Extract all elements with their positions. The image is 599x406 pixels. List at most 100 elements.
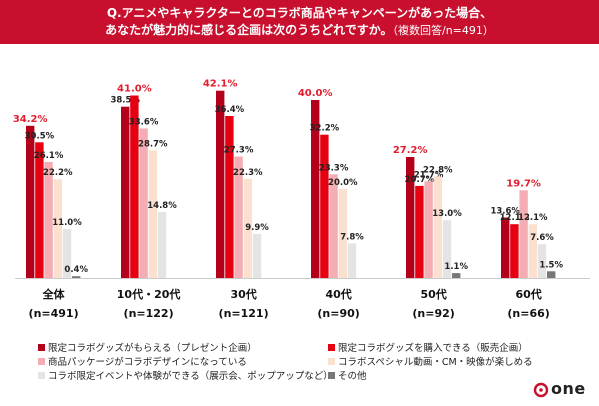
data-label: 30.5% xyxy=(25,131,55,141)
bar xyxy=(329,174,338,278)
data-label: 12.1% xyxy=(500,213,530,223)
bar xyxy=(216,90,225,278)
data-label: 42.1% xyxy=(203,79,238,90)
legend-swatch xyxy=(328,344,335,351)
data-label: 14.8% xyxy=(147,201,177,211)
bar xyxy=(424,181,433,278)
bar xyxy=(53,179,62,278)
data-label: 38.5% xyxy=(110,96,140,106)
data-label: 1.5% xyxy=(539,260,563,270)
data-label: 28.7% xyxy=(138,139,168,149)
bar xyxy=(537,244,547,278)
bar xyxy=(442,220,452,279)
data-label: 20.7% xyxy=(405,175,435,185)
bar xyxy=(501,217,510,278)
chart-title-line-2: あなたが魅力的に感じる企画は次のうちどれですか。 xyxy=(105,23,393,37)
data-label: 22.3% xyxy=(233,168,263,178)
bar xyxy=(415,185,424,278)
data-label: 13.0% xyxy=(432,209,462,219)
data-label: 22.8% xyxy=(423,166,453,176)
legend-label: 商品パッケージがコラボデザインになっている xyxy=(48,357,247,368)
data-label: 13.6% xyxy=(490,207,520,217)
bar xyxy=(72,276,81,278)
data-label: 40.0% xyxy=(298,88,333,99)
bar-chart: 34.2% 30.5% 26.1% 22.2% 11.0% 0.4% 全体 (n=491) 38… xyxy=(13,79,590,320)
bar xyxy=(243,178,252,278)
chart-title-note: （複数回答/n=491） xyxy=(392,24,494,37)
bar xyxy=(347,243,357,278)
data-label: 19.7% xyxy=(506,178,541,189)
legend-swatch xyxy=(38,344,45,351)
legend-item-other: その他 xyxy=(328,368,367,382)
data-label: 7.8% xyxy=(340,232,364,242)
legend-label: 限定コラボグッズがもらえる（プレゼント企画） xyxy=(48,343,257,354)
category-label: 60代 xyxy=(515,287,541,301)
category-n-label: (n=122) xyxy=(124,307,174,320)
data-label: 27.2% xyxy=(393,145,428,156)
data-label: 9.9% xyxy=(245,223,269,233)
legend-item-video: コラボスペシャル動画・CM・映像が楽しめる xyxy=(328,354,533,368)
legend-label: コラボ限定イベントや体験ができる（展示会、ポップアップなど） xyxy=(48,371,333,382)
bar xyxy=(433,176,442,278)
category-n-label: (n=90) xyxy=(317,307,359,320)
logo-mark-icon xyxy=(533,382,549,398)
data-label: 7.6% xyxy=(530,233,554,243)
bar xyxy=(35,142,44,278)
bar xyxy=(338,189,347,278)
bar xyxy=(148,150,157,278)
legend-swatch xyxy=(38,372,45,379)
bar xyxy=(519,190,528,278)
bar xyxy=(252,233,262,278)
bar xyxy=(26,125,35,278)
category-label: 30代 xyxy=(230,287,256,301)
data-label: 11.0% xyxy=(52,218,82,228)
category-n-label: (n=66) xyxy=(507,307,549,320)
bar xyxy=(320,134,329,278)
brand-logo: one xyxy=(533,379,595,403)
legend-label: 限定コラボグッズを購入できる（販売企画） xyxy=(338,343,528,354)
legend-item-purchase: 限定コラボグッズを購入できる（販売企画） xyxy=(328,340,528,354)
category-n-label: (n=92) xyxy=(412,307,454,320)
bar xyxy=(121,106,130,278)
bar xyxy=(130,95,139,278)
bar xyxy=(62,229,72,279)
data-label: 20.0% xyxy=(328,178,358,188)
legend-label: コラボスペシャル動画・CM・映像が楽しめる xyxy=(338,357,533,368)
category-label: 50代 xyxy=(420,287,446,301)
data-label: 0.4% xyxy=(64,265,88,275)
title-bar: Q.アニメやキャラクターとのコラボ商品やキャンペーンがあった場合、 あなたが魅力… xyxy=(0,0,599,44)
legend-item-event: コラボ限定イベントや体験ができる（展示会、ポップアップなど） xyxy=(38,368,333,382)
category-n-label: (n=491) xyxy=(29,307,79,320)
category-label: 10代・20代 xyxy=(117,287,181,301)
legend-label: その他 xyxy=(338,371,367,382)
data-label: 23.3% xyxy=(319,163,349,173)
legend-swatch xyxy=(328,372,335,379)
bar xyxy=(452,273,461,278)
category-label: 全体 xyxy=(42,287,66,301)
data-label: 33.6% xyxy=(129,118,159,128)
data-label: 27.3% xyxy=(224,146,254,156)
data-label: 26.1% xyxy=(34,151,64,161)
bar xyxy=(510,224,519,278)
category-label: 40代 xyxy=(325,287,351,301)
bar xyxy=(547,271,556,278)
data-label: 36.4% xyxy=(215,105,245,115)
data-label: 12.1% xyxy=(518,213,548,223)
data-label: 32.2% xyxy=(310,124,340,134)
bar xyxy=(157,212,167,278)
category-n-label: (n=121) xyxy=(219,307,269,320)
bar xyxy=(225,116,234,278)
data-label: 21.7% xyxy=(414,170,444,180)
data-label: 41.0% xyxy=(117,84,152,95)
bar xyxy=(311,100,320,278)
data-label: 1.1% xyxy=(444,262,468,272)
legend-item-package: 商品パッケージがコラボデザインになっている xyxy=(38,354,247,368)
chart-title-line-1: Q.アニメやキャラクターとのコラボ商品やキャンペーンがあった場合、 xyxy=(106,6,493,20)
data-label: 22.2% xyxy=(43,168,73,178)
bar xyxy=(139,128,148,278)
logo-text: one xyxy=(551,379,586,398)
bar xyxy=(234,156,243,278)
bar xyxy=(44,161,53,278)
bar xyxy=(528,224,537,278)
legend-swatch xyxy=(38,358,45,365)
